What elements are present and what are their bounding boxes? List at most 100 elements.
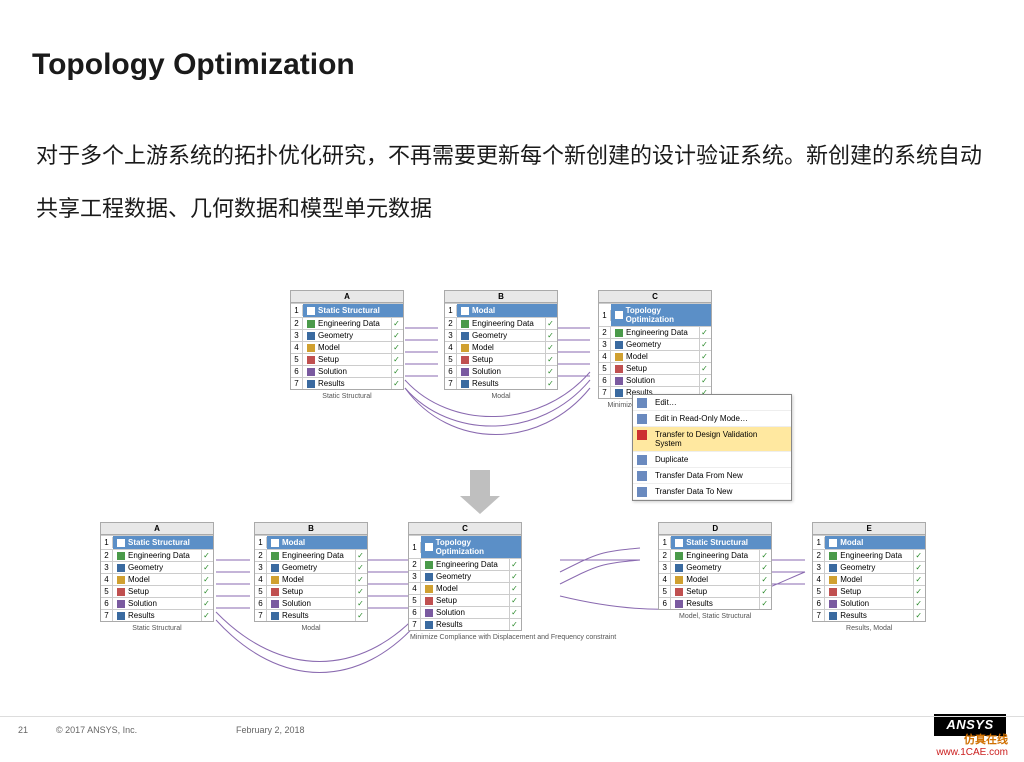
system-cell[interactable]: 3Geometry✓ [659, 561, 771, 573]
system-cell[interactable]: 6Solution✓ [255, 597, 367, 609]
system-cell[interactable]: 4Model✓ [599, 350, 711, 362]
system-cell[interactable]: 5Setup✓ [659, 585, 771, 597]
menu-item[interactable]: Transfer to Design Validation System [633, 427, 791, 452]
menu-item[interactable]: Transfer Data To New [633, 484, 791, 500]
system-icon [117, 539, 125, 547]
footer: 21 © 2017 ANSYS, Inc. February 2, 2018 [0, 716, 1024, 746]
workbench-system[interactable]: B1Modal2Engineering Data✓3Geometry✓4Mode… [444, 290, 558, 390]
row-number: 2 [291, 318, 303, 329]
row-number: 4 [101, 574, 113, 585]
system-cell[interactable]: 2Engineering Data✓ [813, 549, 925, 561]
cell-label: Setup [282, 587, 303, 596]
system-cell[interactable]: 5Setup✓ [599, 362, 711, 374]
system-cell[interactable]: 7Results✓ [813, 609, 925, 621]
system-cell[interactable]: 4Model✓ [409, 582, 521, 594]
system-cell[interactable]: 3Geometry✓ [409, 570, 521, 582]
row-number: 5 [255, 586, 267, 597]
system-cell[interactable]: 2Engineering Data✓ [409, 558, 521, 570]
row-number: 2 [813, 550, 825, 561]
workbench-system[interactable]: A1Static Structural2Engineering Data✓3Ge… [100, 522, 214, 622]
system-title[interactable]: Topology Optimization [421, 536, 521, 558]
workflow-row-bottom: A1Static Structural2Engineering Data✓3Ge… [100, 522, 926, 643]
system-cell[interactable]: 7Results✓ [101, 609, 213, 621]
row-number: 4 [255, 574, 267, 585]
system-cell[interactable]: 4Model✓ [659, 573, 771, 585]
system-title[interactable]: Static Structural [303, 304, 403, 317]
workbench-system[interactable]: B1Modal2Engineering Data✓3Geometry✓4Mode… [254, 522, 368, 622]
cell-label: Solution [282, 599, 311, 608]
workbench-system[interactable]: E1Modal2Engineering Data✓3Geometry✓4Mode… [812, 522, 926, 622]
row-number: 7 [409, 619, 421, 630]
menu-item[interactable]: Edit… [633, 395, 791, 411]
system-caption: Modal [444, 391, 558, 402]
system-cell[interactable]: 3Geometry✓ [813, 561, 925, 573]
cell-icon [117, 564, 125, 572]
row-number: 3 [659, 562, 671, 573]
system-cell[interactable]: 6Solution✓ [409, 606, 521, 618]
system-cell[interactable]: 4Model✓ [291, 341, 403, 353]
cell-label: Geometry [626, 340, 661, 349]
system-title[interactable]: Modal [825, 536, 925, 549]
system-cell[interactable]: 4Model✓ [255, 573, 367, 585]
system-cell[interactable]: 4Model✓ [445, 341, 557, 353]
system-cell[interactable]: 6Solution✓ [813, 597, 925, 609]
menu-item[interactable]: Duplicate [633, 452, 791, 468]
system-cell[interactable]: 6Solution✓ [101, 597, 213, 609]
system-title[interactable]: Static Structural [671, 536, 771, 549]
system-cell[interactable]: 3Geometry✓ [599, 338, 711, 350]
system-cell[interactable]: 2Engineering Data✓ [599, 326, 711, 338]
context-menu[interactable]: Edit…Edit in Read-Only Mode…Transfer to … [632, 394, 792, 501]
cell-label: Results [472, 379, 499, 388]
system-caption: Model, Static Structural [658, 611, 772, 622]
system-cell[interactable]: 6Solution✓ [445, 365, 557, 377]
cell-icon [461, 368, 469, 376]
system-cell[interactable]: 5Setup✓ [409, 594, 521, 606]
check-icon: ✓ [913, 598, 923, 609]
system-title[interactable]: Modal [457, 304, 557, 317]
cell-label: Geometry [686, 563, 721, 572]
cell-label: Results [436, 620, 463, 629]
system-cell[interactable]: 6Solution✓ [599, 374, 711, 386]
workbench-system[interactable]: C1Topology Optimization2Engineering Data… [598, 290, 712, 399]
cell-icon [461, 332, 469, 340]
workbench-system[interactable]: A 1Static Structural2Engineering Data✓3Ge… [290, 290, 404, 390]
system-cell[interactable]: 7Results✓ [291, 377, 403, 389]
system-title[interactable]: Modal [267, 536, 367, 549]
system-column-header: A [291, 291, 403, 303]
row-number: 6 [101, 598, 113, 609]
cell-label: Solution [840, 599, 869, 608]
system-cell[interactable]: 5Setup✓ [255, 585, 367, 597]
check-icon: ✓ [509, 595, 519, 606]
system-cell[interactable]: 5Setup✓ [813, 585, 925, 597]
menu-item-icon [637, 471, 647, 481]
system-cell[interactable]: 6Solution✓ [291, 365, 403, 377]
menu-item[interactable]: Transfer Data From New [633, 468, 791, 484]
system-cell[interactable]: 5Setup✓ [101, 585, 213, 597]
system-cell[interactable]: 5Setup✓ [291, 353, 403, 365]
system-cell[interactable]: 3Geometry✓ [291, 329, 403, 341]
menu-item[interactable]: Edit in Read-Only Mode… [633, 411, 791, 427]
system-cell[interactable]: 3Geometry✓ [255, 561, 367, 573]
system-cell[interactable]: 7Results✓ [409, 618, 521, 630]
system-cell[interactable]: 6Results✓ [659, 597, 771, 609]
workbench-system[interactable]: C1Topology Optimization2Engineering Data… [408, 522, 522, 631]
system-title[interactable]: Static Structural [113, 536, 213, 549]
system-cell[interactable]: 2Engineering Data✓ [659, 549, 771, 561]
system-cell[interactable]: 2Engineering Data✓ [291, 317, 403, 329]
system-cell[interactable]: 2Engineering Data✓ [255, 549, 367, 561]
system-cell[interactable]: 7Results✓ [255, 609, 367, 621]
system-cell[interactable]: 3Geometry✓ [445, 329, 557, 341]
system-cell[interactable]: 2Engineering Data✓ [445, 317, 557, 329]
row-number: 1 [291, 305, 303, 316]
row-number: 7 [813, 610, 825, 621]
system-cell[interactable]: 4Model✓ [813, 573, 925, 585]
row-number: 3 [599, 339, 611, 350]
workbench-system[interactable]: D1Static Structural2Engineering Data✓3Ge… [658, 522, 772, 610]
system-cell[interactable]: 7Results✓ [445, 377, 557, 389]
system-cell[interactable]: 5Setup✓ [445, 353, 557, 365]
system-cell[interactable]: 4Model✓ [101, 573, 213, 585]
system-cell[interactable]: 3Geometry✓ [101, 561, 213, 573]
check-icon: ✓ [759, 574, 769, 585]
system-title[interactable]: Topology Optimization [611, 304, 711, 326]
system-cell[interactable]: 2Engineering Data✓ [101, 549, 213, 561]
